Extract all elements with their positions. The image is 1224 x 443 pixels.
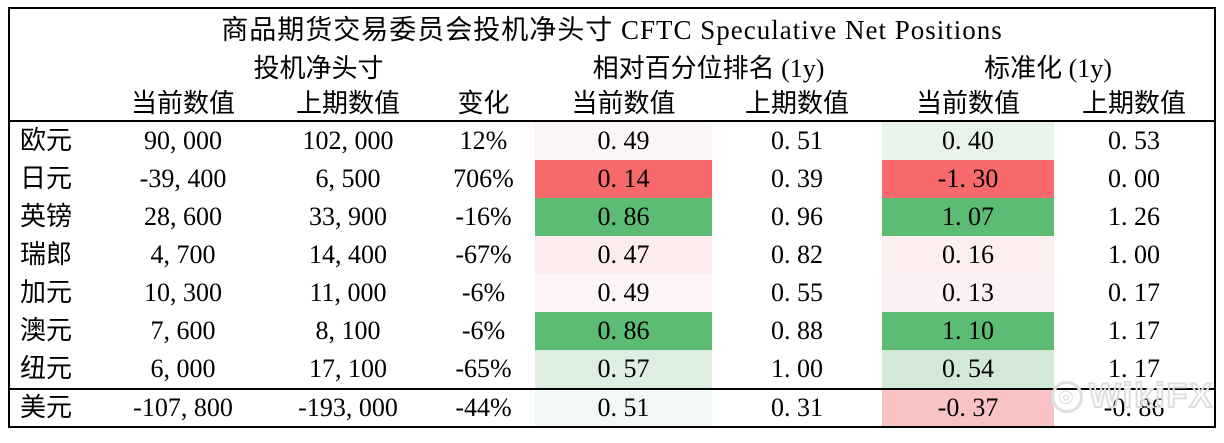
change-pct-value: -44%: [432, 388, 535, 426]
currency-label: 纽元: [20, 354, 73, 383]
norm-current-value: -0. 37: [882, 388, 1054, 426]
norm-current-value: 0. 54: [882, 350, 1054, 388]
net-current-value: 4, 700: [150, 240, 216, 269]
table-grid: 商品期货交易委员会投机净头寸 CFTC Speculative Net Posi…: [10, 9, 1214, 426]
group-header-standardized-1y: 标准化 (1y): [984, 54, 1112, 83]
col-header-norm-current: 当前数值: [882, 87, 1054, 122]
currency-label: 英镑: [20, 202, 73, 231]
norm-prev-value: 0. 53: [1108, 126, 1160, 155]
pctl-current-value: 0. 57: [535, 350, 712, 388]
norm-prev-value: 1. 17: [1108, 354, 1160, 383]
net-current-value: -39, 400: [139, 164, 227, 193]
col-header-pctl-prev: 上期数值: [712, 87, 882, 122]
change-pct-value: -16%: [455, 202, 512, 231]
pctl-current-value: 0. 49: [535, 122, 712, 160]
change-pct-value: -65%: [455, 354, 512, 383]
norm-current-value: 1. 07: [882, 198, 1054, 236]
net-prev-value: 14, 400: [309, 240, 387, 269]
corner-empty-cell: [10, 87, 102, 122]
pctl-current-value: 0. 86: [535, 312, 712, 350]
pctl-current-value: 0. 86: [535, 198, 712, 236]
change-pct-value: 12%: [459, 126, 508, 155]
norm-current-value: 0. 40: [882, 122, 1054, 160]
table-title: 商品期货交易委员会投机净头寸 CFTC Speculative Net Posi…: [221, 14, 1003, 45]
group-header-relative-percentile-1y: 相对百分位排名 (1y): [592, 54, 825, 83]
net-prev-value: 33, 900: [309, 202, 387, 231]
change-pct-value: -6%: [461, 278, 506, 307]
net-prev-value: -193, 000: [264, 388, 432, 426]
net-current-value: 90, 000: [144, 126, 222, 155]
norm-prev-value: 0. 17: [1108, 278, 1160, 307]
pctl-current-value: 0. 49: [535, 274, 712, 312]
net-prev-value: 8, 100: [315, 316, 381, 345]
norm-prev-value: -0. 86: [1054, 388, 1214, 426]
currency-label: 日元: [20, 164, 73, 193]
col-header-net-current: 当前数值: [102, 87, 264, 122]
pctl-prev-value: 0. 31: [712, 388, 882, 426]
currency-label: 澳元: [20, 316, 73, 345]
norm-prev-value: 0. 00: [1108, 164, 1160, 193]
net-prev-value: 102, 000: [302, 126, 394, 155]
norm-current-value: 0. 16: [882, 236, 1054, 274]
change-pct-value: -6%: [461, 316, 506, 345]
change-pct-value: 706%: [453, 164, 514, 193]
pctl-prev-value: 0. 39: [771, 164, 823, 193]
pctl-current-value: 0. 47: [535, 236, 712, 274]
col-header-net-prev: 上期数值: [264, 87, 432, 122]
currency-label: 加元: [20, 278, 73, 307]
net-current-value: 10, 300: [144, 278, 222, 307]
pctl-prev-value: 0. 88: [771, 316, 823, 345]
net-prev-value: 6, 500: [315, 164, 381, 193]
col-header-norm-prev: 上期数值: [1054, 87, 1214, 122]
col-header-pctl-current: 当前数值: [535, 87, 712, 122]
pctl-current-value: 0. 51: [535, 388, 712, 426]
currency-label: 欧元: [20, 126, 73, 155]
currency-label: 瑞郎: [20, 240, 73, 269]
norm-current-value: 0. 13: [882, 274, 1054, 312]
norm-prev-value: 1. 17: [1108, 316, 1160, 345]
pctl-prev-value: 0. 55: [771, 278, 823, 307]
norm-current-value: 1. 10: [882, 312, 1054, 350]
cftc-positions-table: 商品期货交易委员会投机净头寸 CFTC Speculative Net Posi…: [8, 7, 1216, 428]
net-current-value: 28, 600: [144, 202, 222, 231]
net-prev-value: 11, 000: [309, 278, 387, 307]
group-header-speculative-net-positions: 投机净头寸: [253, 54, 384, 83]
norm-prev-value: 1. 00: [1108, 240, 1160, 269]
pctl-current-value: 0. 14: [535, 160, 712, 198]
net-current-value: 6, 000: [150, 354, 216, 383]
pctl-prev-value: 0. 82: [771, 240, 823, 269]
net-current-value: -107, 800: [102, 388, 264, 426]
net-prev-value: 17, 100: [309, 354, 387, 383]
net-current-value: 7, 600: [150, 316, 216, 345]
change-pct-value: -67%: [455, 240, 512, 269]
norm-current-value: -1. 30: [882, 160, 1054, 198]
pctl-prev-value: 1. 00: [771, 354, 823, 383]
norm-prev-value: 1. 26: [1108, 202, 1160, 231]
currency-label: 美元: [10, 388, 102, 426]
col-header-change: 变化: [432, 87, 535, 122]
pctl-prev-value: 0. 51: [771, 126, 823, 155]
pctl-prev-value: 0. 96: [771, 202, 823, 231]
